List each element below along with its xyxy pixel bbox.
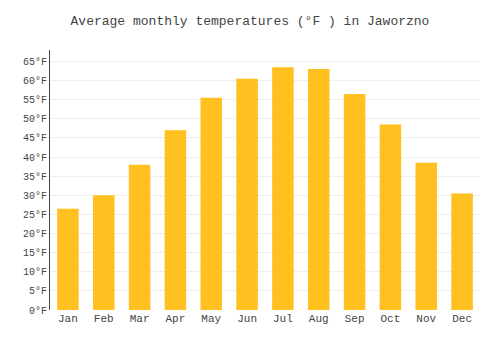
svg-text:20°F: 20°F — [23, 229, 47, 240]
svg-text:Average monthly temperatures (: Average monthly temperatures (°F ) in Ja… — [71, 14, 430, 29]
svg-text:65°F: 65°F — [23, 57, 47, 68]
svg-text:45°F: 45°F — [23, 133, 47, 144]
svg-text:Oct: Oct — [381, 313, 401, 325]
svg-text:50°F: 50°F — [23, 114, 47, 125]
svg-text:55°F: 55°F — [23, 95, 47, 106]
svg-text:5°F: 5°F — [29, 286, 47, 297]
svg-text:Sep: Sep — [345, 313, 365, 325]
svg-text:Jun: Jun — [237, 313, 257, 325]
svg-text:25°F: 25°F — [23, 210, 47, 221]
svg-text:0°F: 0°F — [29, 306, 47, 317]
svg-text:Jul: Jul — [273, 313, 293, 325]
svg-text:30°F: 30°F — [23, 191, 47, 202]
svg-text:Jan: Jan — [58, 313, 78, 325]
svg-text:Aug: Aug — [309, 313, 329, 325]
svg-text:Feb: Feb — [94, 313, 114, 325]
svg-text:40°F: 40°F — [23, 153, 47, 164]
svg-text:Dec: Dec — [452, 313, 472, 325]
svg-text:May: May — [201, 313, 221, 325]
svg-text:15°F: 15°F — [23, 248, 47, 259]
svg-text:Mar: Mar — [130, 313, 150, 325]
svg-text:35°F: 35°F — [23, 172, 47, 183]
svg-text:Nov: Nov — [416, 313, 436, 325]
svg-text:Apr: Apr — [166, 313, 186, 325]
svg-text:10°F: 10°F — [23, 267, 47, 278]
svg-text:60°F: 60°F — [23, 76, 47, 87]
